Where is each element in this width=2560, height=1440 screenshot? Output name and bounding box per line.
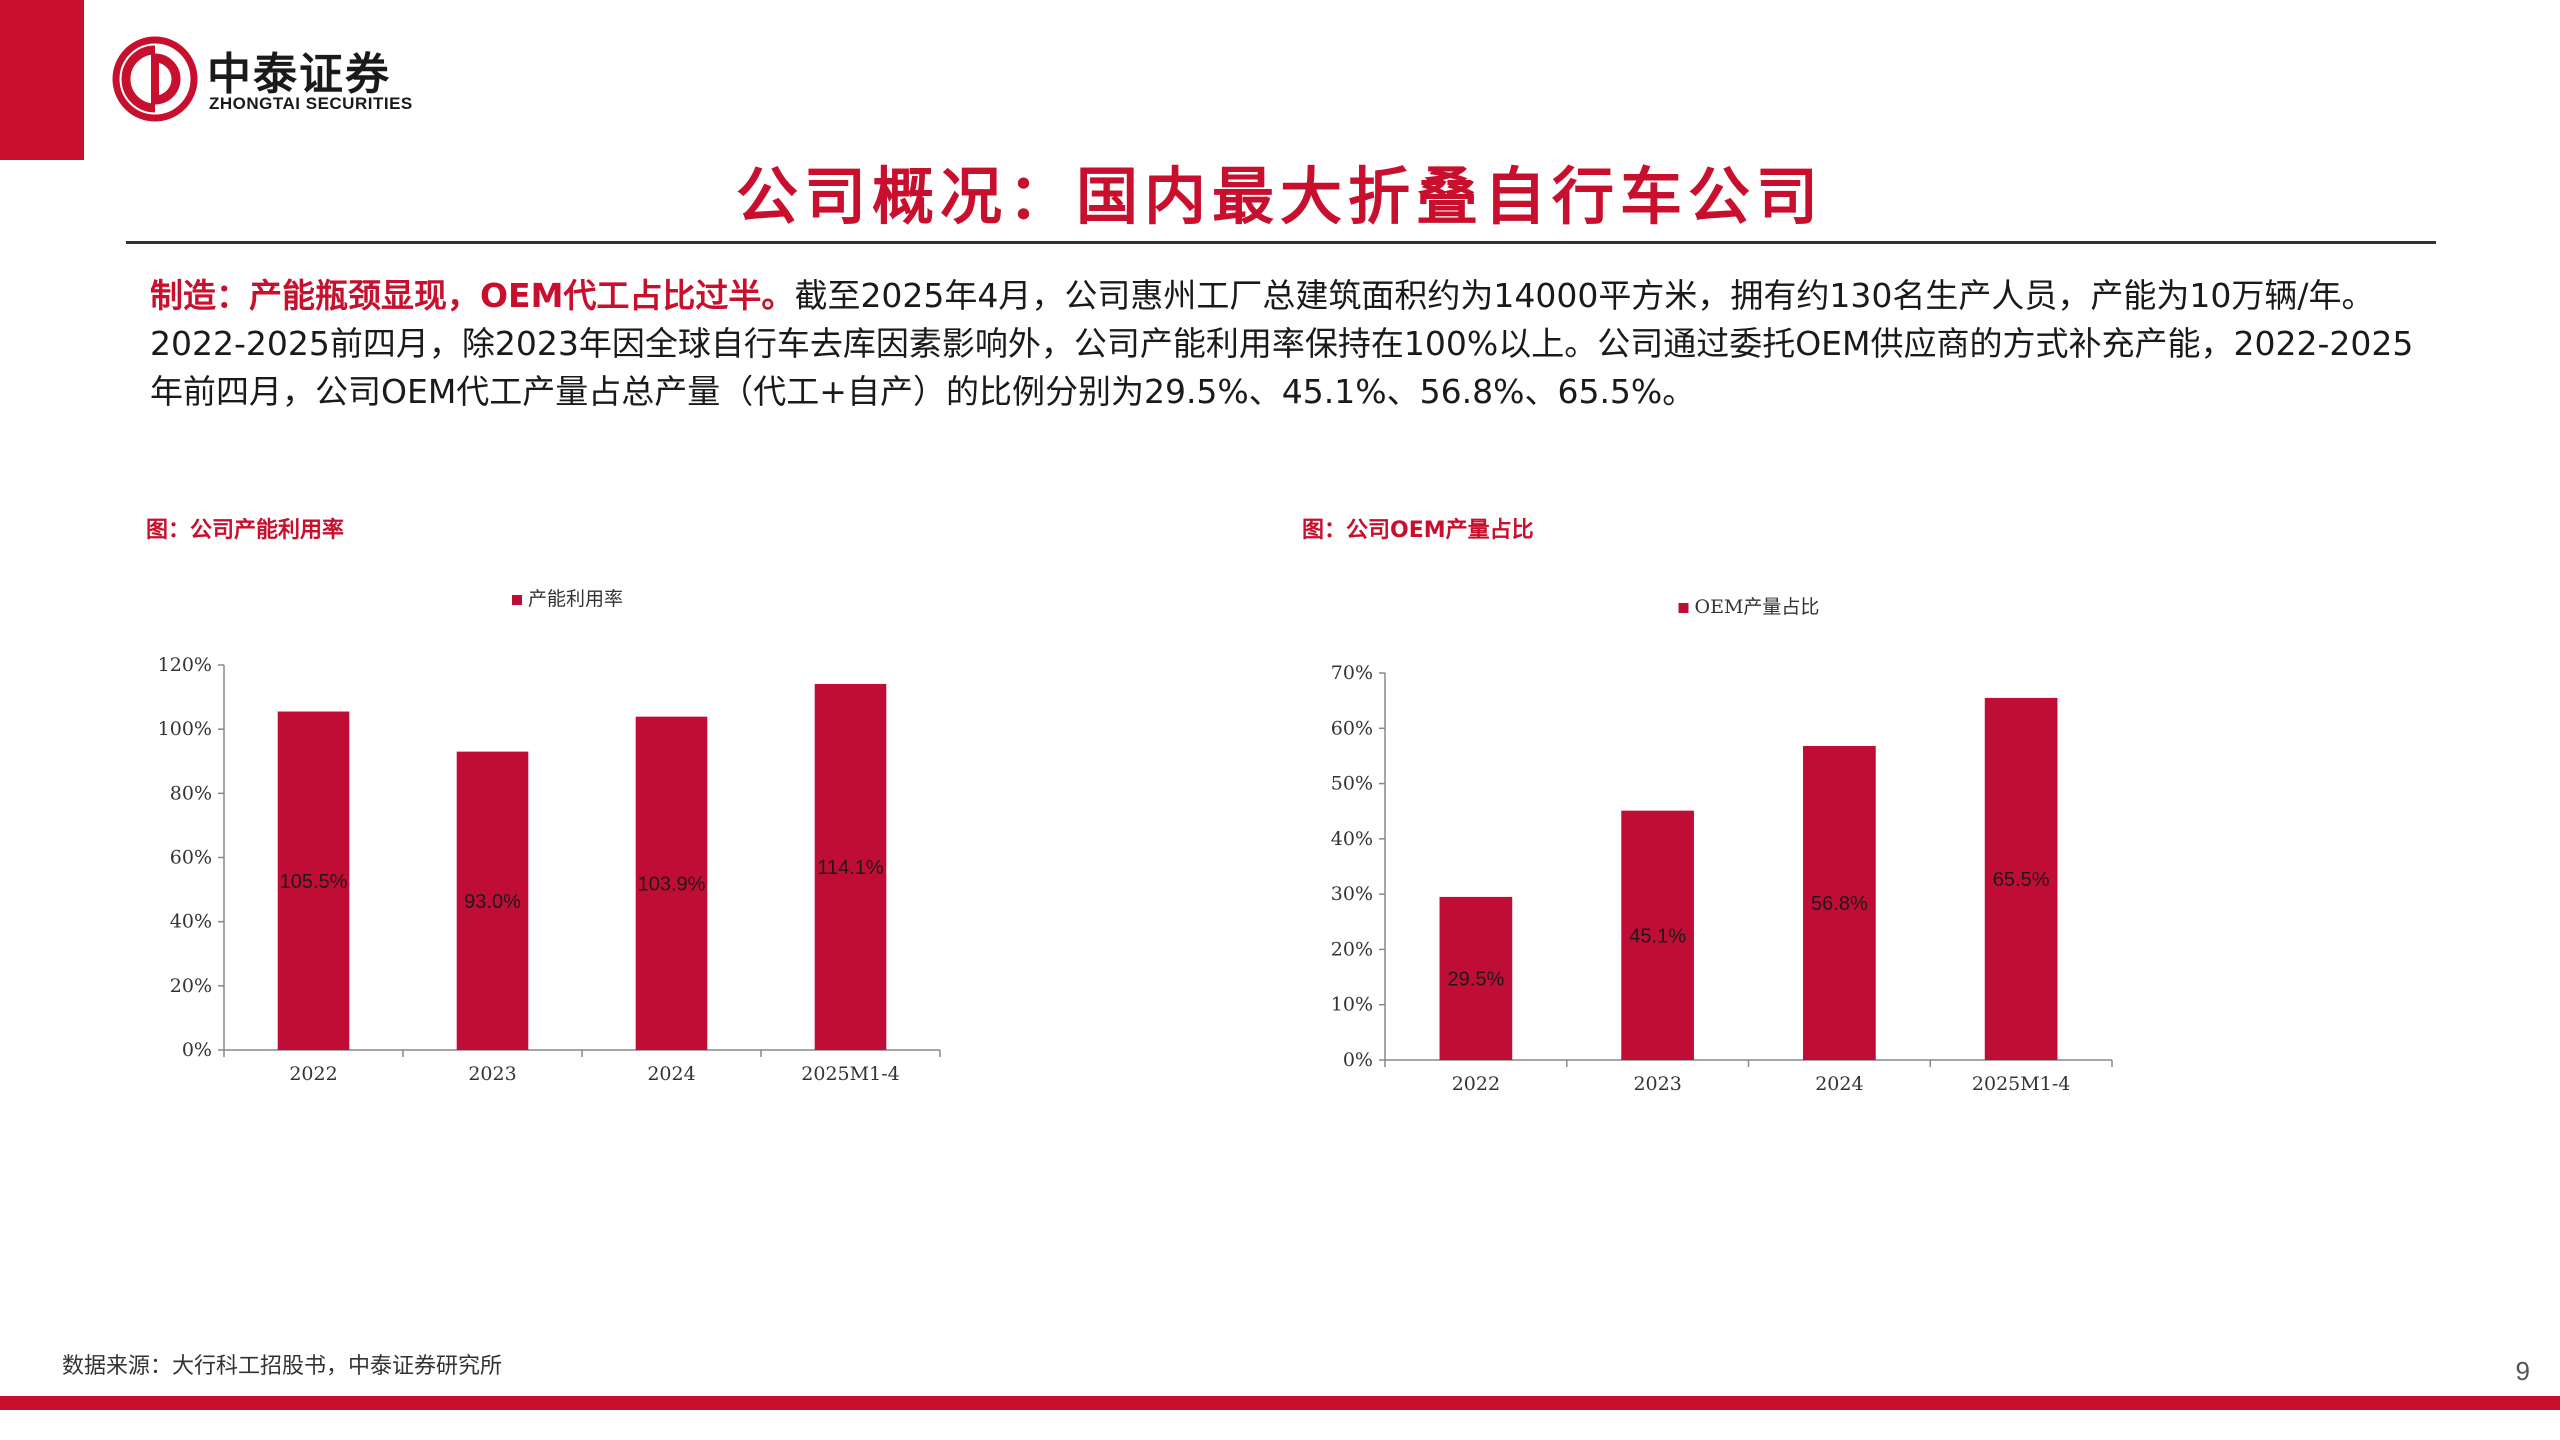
capacity-utilization-chart: 产能利用率 0% 20% 40% 60% 80% 100% 120% 2022 105.5% 202… [158, 588, 941, 1085]
chart2-title: 图：公司OEM产量占比 [1302, 518, 1534, 543]
y-tick-label: 60% [170, 847, 212, 869]
summary-highlight: 制造：产能瓶颈显现，OEM代工占比过半。 [150, 276, 795, 315]
y-tick-label: 0% [1343, 1049, 1373, 1071]
title-divider [126, 241, 2436, 244]
page-title: 公司概况：国内最大折叠自行车公司 [735, 160, 1824, 233]
y-tick-label: 40% [1331, 828, 1373, 850]
legend-label: OEM产量占比 [1695, 596, 1820, 618]
data-source-note: 数据来源：大行科工招股书，中泰证券研究所 [62, 1354, 503, 1379]
x-tick-label: 2025M1-4 [801, 1063, 899, 1085]
x-tick-label: 2022 [1452, 1073, 1500, 1095]
y-tick-label: 40% [170, 911, 212, 933]
legend-swatch [1678, 603, 1689, 613]
data-label: 65.5% [1993, 869, 2050, 891]
oem-share-chart: OEM产量占比 0% 10% 20% 30% 40% 50% 60% 70% 2022 29.5% 2… [1331, 596, 2113, 1095]
data-label: 114.1% [817, 857, 884, 879]
x-tick-label: 2023 [1633, 1073, 1681, 1095]
summary-paragraph: 制造：产能瓶颈显现，OEM代工占比过半。截至2025年4月，公司惠州工厂总建筑面… [150, 272, 2420, 416]
logo-text-cn: 中泰证券 [207, 49, 391, 100]
y-tick-label: 60% [1331, 717, 1373, 739]
bottom-accent-bar [0, 1396, 2560, 1410]
bar [814, 683, 887, 1050]
bar [1803, 745, 1876, 1060]
y-tick-label: 80% [170, 782, 212, 804]
bar [1439, 896, 1513, 1060]
data-label: 93.0% [464, 891, 521, 913]
x-tick-label: 2025M1-4 [1972, 1073, 2070, 1095]
y-tick-label: 10% [1331, 994, 1373, 1016]
chart1-title: 图：公司产能利用率 [146, 518, 345, 543]
bar [1621, 810, 1694, 1060]
data-label: 56.8% [1811, 893, 1868, 915]
summary-body: 截至2025年4月，公司惠州工厂总建筑面积约为14000平方米，拥有约130名生… [150, 276, 2414, 411]
bar [1984, 697, 2058, 1060]
logo-emblem-icon [112, 36, 198, 122]
y-tick-label: 120% [158, 654, 212, 676]
bar [277, 711, 350, 1050]
bar [456, 751, 529, 1050]
logo-text-en: ZHONGTAI SECURITIES [209, 94, 413, 113]
data-label: 105.5% [280, 871, 348, 893]
y-tick-label: 100% [158, 718, 212, 740]
page-number: 9 [2515, 1356, 2530, 1386]
data-label: 103.9% [638, 873, 706, 895]
x-tick-label: 2022 [289, 1063, 337, 1085]
legend-swatch [512, 595, 522, 605]
data-label: 45.1% [1629, 925, 1686, 947]
x-tick-label: 2024 [647, 1063, 695, 1085]
company-logo: 中泰证券 ZHONGTAI SECURITIES [112, 36, 452, 126]
x-tick-label: 2024 [1815, 1073, 1863, 1095]
y-tick-label: 20% [1331, 938, 1373, 960]
data-label: 29.5% [1448, 968, 1505, 990]
y-tick-label: 30% [1331, 883, 1373, 905]
y-tick-label: 0% [182, 1039, 212, 1061]
y-tick-label: 50% [1331, 773, 1373, 795]
corner-accent-bar [0, 0, 84, 160]
x-tick-label: 2023 [468, 1063, 516, 1085]
y-tick-label: 70% [1331, 662, 1373, 684]
legend-label: 产能利用率 [528, 588, 623, 610]
bar [635, 716, 708, 1050]
y-tick-label: 20% [170, 975, 212, 997]
